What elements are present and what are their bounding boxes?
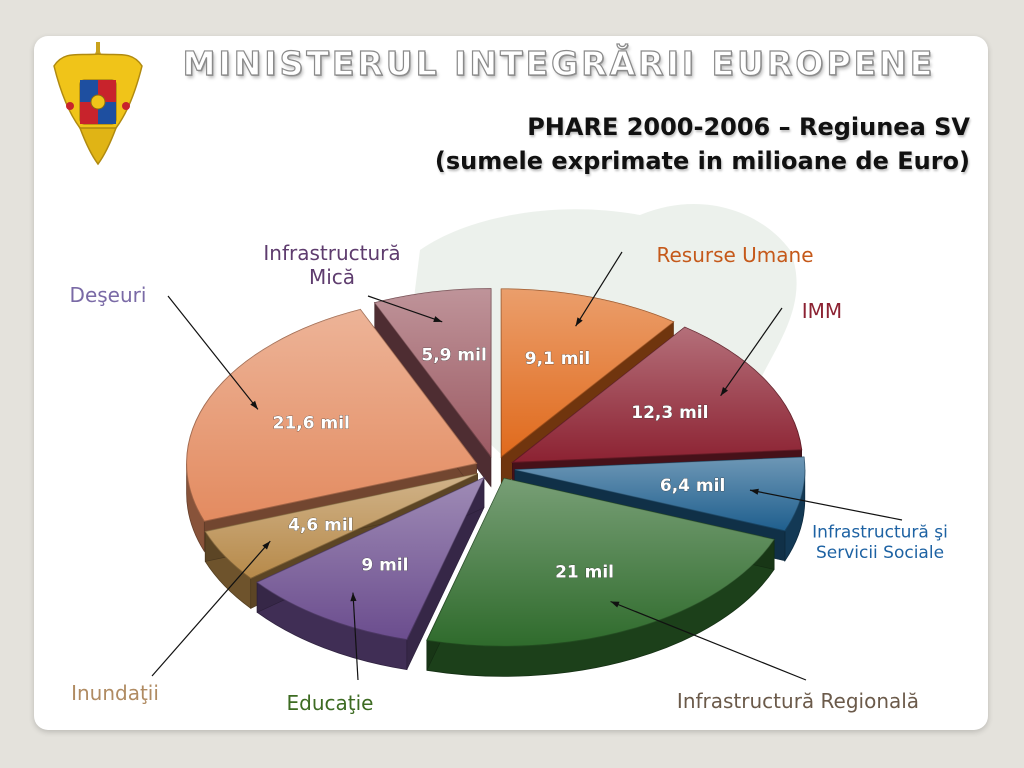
leader-arrow-6 xyxy=(262,541,271,550)
pie-slice-5 xyxy=(256,476,486,671)
category-label-5: Educaţie xyxy=(287,691,374,715)
pie-slice-4 xyxy=(426,477,775,677)
leader-line-3 xyxy=(749,489,903,521)
category-label-1: Resurse Umane xyxy=(656,243,813,267)
leader-arrow-2 xyxy=(720,387,728,396)
chart-title-line1: PHARE 2000-2006 – Regiunea SV xyxy=(527,113,970,141)
value-labels: 5,9 mil 9,1 mil 12,3 mil 21,6 mil 6,4 mil 4,6… xyxy=(272,345,725,582)
organization-title: MINISTERUL INTEGRĂRII EUROPENE xyxy=(182,43,936,83)
leader-line-4 xyxy=(610,600,807,681)
value-label-1: 9,1 mil xyxy=(525,349,590,369)
leader-line-5 xyxy=(352,592,359,681)
value-label-6: 4,6 mil xyxy=(288,516,353,536)
category-labels: Resurse Umane IMM Infrastructură şi Servici… xyxy=(70,241,948,715)
leader-line-2 xyxy=(720,307,783,397)
category-label-2: IMM xyxy=(802,299,842,323)
pie-slice-2 xyxy=(510,326,803,494)
value-label-7: 21,6 mil xyxy=(273,414,350,434)
category-label-8: Infrastructură Mică xyxy=(263,241,400,289)
value-label-2: 12,3 mil xyxy=(631,403,708,423)
value-label-4: 21 mil xyxy=(555,562,614,582)
category-label-4: Infrastructură Regională xyxy=(677,689,919,713)
category-label-6: Inundaţii xyxy=(71,681,159,705)
leader-line-8 xyxy=(367,295,443,323)
leader-line-7 xyxy=(167,295,259,410)
chart-title: PHARE 2000-2006 – Regiunea SV (sumele ex… xyxy=(435,110,970,178)
value-label-3: 6,4 mil xyxy=(660,476,725,496)
leader-arrow-7 xyxy=(250,400,258,410)
leader-arrow-8 xyxy=(433,316,443,322)
pie-slice-8 xyxy=(373,288,492,488)
leader-arrow-3 xyxy=(749,488,759,495)
value-label-5: 9 mil xyxy=(361,556,408,576)
leader-arrow-5 xyxy=(350,592,357,602)
value-label-8: 5,9 mil xyxy=(421,346,486,366)
pie-slices xyxy=(186,288,806,677)
leader-arrow-1 xyxy=(575,317,583,327)
chart-subtitle: (sumele exprimate in milioane de Euro) xyxy=(434,147,970,175)
category-label-3: Infrastructură şi Servicii Sociale xyxy=(812,523,948,563)
romanian-coat-of-arms-icon xyxy=(53,42,143,166)
category-label-7: Deşeuri xyxy=(70,283,147,307)
leader-line-1 xyxy=(575,251,623,327)
leader-line-6 xyxy=(151,540,271,677)
leader-lines xyxy=(151,251,903,681)
leader-arrow-4 xyxy=(610,601,620,608)
